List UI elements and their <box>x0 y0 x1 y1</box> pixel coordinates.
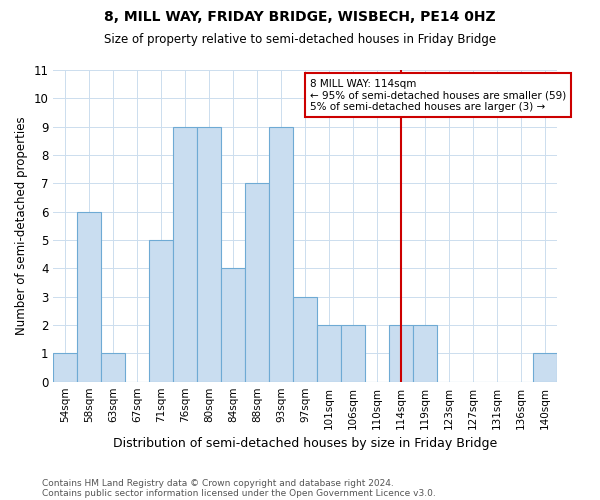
Bar <box>221 268 245 382</box>
Text: Size of property relative to semi-detached houses in Friday Bridge: Size of property relative to semi-detach… <box>104 32 496 46</box>
Bar <box>197 126 221 382</box>
Bar <box>293 296 317 382</box>
Text: 8 MILL WAY: 114sqm
← 95% of semi-detached houses are smaller (59)
5% of semi-det: 8 MILL WAY: 114sqm ← 95% of semi-detache… <box>310 78 566 112</box>
Bar <box>149 240 173 382</box>
Text: 8, MILL WAY, FRIDAY BRIDGE, WISBECH, PE14 0HZ: 8, MILL WAY, FRIDAY BRIDGE, WISBECH, PE1… <box>104 10 496 24</box>
Bar <box>389 325 413 382</box>
Bar <box>53 354 77 382</box>
Bar <box>77 212 101 382</box>
Bar <box>173 126 197 382</box>
Bar <box>101 354 125 382</box>
Bar <box>533 354 557 382</box>
Bar <box>245 184 269 382</box>
Bar <box>413 325 437 382</box>
Text: Contains HM Land Registry data © Crown copyright and database right 2024.: Contains HM Land Registry data © Crown c… <box>42 478 394 488</box>
X-axis label: Distribution of semi-detached houses by size in Friday Bridge: Distribution of semi-detached houses by … <box>113 437 497 450</box>
Text: Contains public sector information licensed under the Open Government Licence v3: Contains public sector information licen… <box>42 488 436 498</box>
Bar <box>317 325 341 382</box>
Bar <box>269 126 293 382</box>
Bar <box>341 325 365 382</box>
Y-axis label: Number of semi-detached properties: Number of semi-detached properties <box>15 116 28 335</box>
